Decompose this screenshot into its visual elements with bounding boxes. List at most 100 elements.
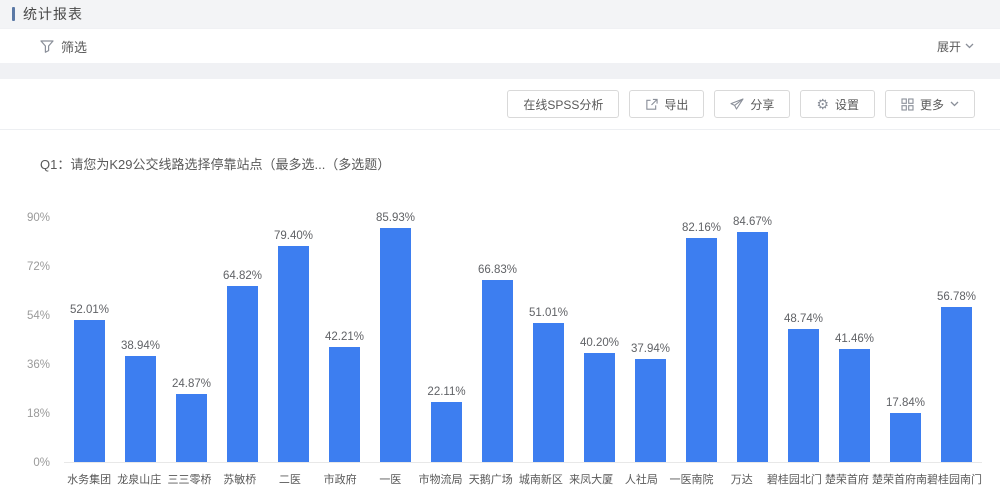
- bar-value-label: 41.46%: [834, 333, 874, 346]
- question-title: Q1：请您为K29公交线路选择停靠站点（最多选...（多选题）: [40, 157, 391, 172]
- bar-value-label: 38.94%: [120, 340, 160, 352]
- export-label: 导出: [664, 97, 689, 112]
- bar-column: 17.84%: [880, 211, 931, 462]
- page-title: 统计报表: [23, 6, 83, 22]
- bar-value-label: 84.67%: [732, 215, 772, 228]
- x-axis-label: 市政府: [323, 474, 357, 486]
- y-axis-tick: 18%: [26, 408, 50, 420]
- bar: [839, 349, 870, 462]
- settings-button[interactable]: ⚙ 设置: [800, 90, 875, 118]
- bar-column: 38.94%: [115, 211, 166, 462]
- filter-label: 筛选: [61, 39, 88, 55]
- bar-value-label: 64.82%: [222, 269, 262, 282]
- bar-value-label: 85.93%: [375, 212, 415, 225]
- bar-column: 40.20%: [574, 211, 625, 462]
- gear-icon: ⚙: [816, 96, 829, 112]
- bar: [278, 245, 309, 462]
- bar-column: 37.94%: [625, 211, 676, 462]
- y-axis-tick: 72%: [26, 261, 50, 273]
- bar-value-label: 56.78%: [936, 291, 976, 304]
- y-axis-tick: 36%: [26, 359, 50, 371]
- more-label: 更多: [919, 97, 944, 112]
- more-button[interactable]: 更多: [884, 90, 975, 118]
- x-axis-label: 苏敏桥: [223, 474, 257, 486]
- x-axis-label: 楚荣首府南: [872, 474, 928, 486]
- export-button[interactable]: 导出: [629, 90, 705, 118]
- bar: [380, 228, 411, 462]
- bar-value-label: 17.84%: [885, 397, 925, 410]
- x-axis: 水务集团 龙泉山庄 三三零桥 苏敏桥 二医 市政府 一医 市物流局 天鹅广场 城南新区 来凤大厦 人社…: [64, 471, 982, 487]
- bar: [227, 285, 258, 462]
- y-axis: 0% 18% 36% 54% 72% 90%: [8, 211, 50, 469]
- bar-value-label: 40.20%: [579, 336, 619, 349]
- expand-label: 展开: [936, 39, 961, 54]
- report-card: 在线SPSS分析 导出 分享 ⚙ 设置: [0, 79, 1000, 503]
- bar-column: 51.01%: [523, 211, 574, 462]
- bar-column: 56.78%: [931, 211, 982, 462]
- bar-value-label: 79.40%: [273, 229, 313, 242]
- bar: [533, 323, 564, 462]
- bar: [431, 401, 462, 462]
- x-axis-label: 一医: [379, 474, 402, 486]
- x-axis-label: 一医南院: [669, 474, 714, 486]
- y-axis-tick: 54%: [26, 310, 50, 322]
- x-axis-label: 龙泉山庄: [117, 474, 162, 486]
- x-axis-label: 水务集团: [67, 474, 112, 486]
- bar: [788, 329, 819, 462]
- x-axis-label: 天鹅广场: [468, 474, 513, 486]
- y-axis-tick: 90%: [26, 212, 50, 224]
- x-axis-label: 碧桂园北门: [766, 474, 822, 486]
- bar: [74, 320, 105, 462]
- page-header: 统计报表: [0, 0, 1000, 28]
- filter-button[interactable]: 筛选: [40, 37, 87, 56]
- spss-analysis-button[interactable]: 在线SPSS分析: [507, 90, 620, 118]
- bar: [941, 307, 972, 462]
- bar-value-label: 51.01%: [528, 307, 568, 320]
- spss-analysis-label: 在线SPSS分析: [523, 97, 604, 112]
- bar-value-label: 66.83%: [477, 264, 517, 277]
- title-accent-bar: [12, 7, 15, 21]
- bar: [635, 358, 666, 462]
- bar: [329, 347, 360, 462]
- bar: [584, 352, 615, 462]
- x-axis-label: 三三零桥: [167, 474, 212, 486]
- bar-value-label: 82.16%: [681, 222, 721, 235]
- filter-bar: 筛选 展开: [0, 29, 1000, 63]
- chevron-down-icon: [965, 43, 974, 49]
- bar-column: 64.82%: [217, 211, 268, 462]
- bar-value-label: 52.01%: [69, 304, 109, 317]
- x-axis-label: 来凤大厦: [569, 474, 614, 486]
- export-icon: [646, 98, 659, 110]
- toolbar: 在线SPSS分析 导出 分享 ⚙ 设置: [0, 79, 1000, 130]
- plot-area: 52.01% 38.94% 24.87% 64.82% 79.40% 42.21% 85.9…: [64, 211, 982, 463]
- bar-column: 84.67%: [727, 211, 778, 462]
- share-plane-icon: [730, 97, 744, 110]
- share-label: 分享: [750, 97, 775, 112]
- bar: [482, 280, 513, 462]
- bar: [737, 231, 768, 462]
- bar-column: 66.83%: [472, 211, 523, 462]
- x-axis-label: 楚荣首府: [824, 474, 869, 486]
- bar-column: 52.01%: [64, 211, 115, 462]
- chevron-down-icon: [950, 101, 959, 107]
- bar-value-label: 48.74%: [783, 313, 823, 326]
- bar-column: 22.11%: [421, 211, 472, 462]
- x-axis-label: 市物流局: [418, 474, 463, 486]
- bar: [125, 356, 156, 462]
- bar-column: 82.16%: [676, 211, 727, 462]
- y-axis-tick: 0%: [33, 457, 50, 469]
- expand-button[interactable]: 展开: [937, 38, 974, 55]
- x-axis-label: 城南新区: [518, 474, 563, 486]
- bar-column: 48.74%: [778, 211, 829, 462]
- share-button[interactable]: 分享: [714, 90, 791, 118]
- bar-value-label: 24.87%: [171, 378, 211, 391]
- bar: [686, 238, 717, 462]
- x-axis-label: 二医: [278, 474, 301, 486]
- x-axis-label: 碧桂园南门: [927, 474, 983, 486]
- bar-column: 85.93%: [370, 211, 421, 462]
- settings-label: 设置: [834, 97, 859, 112]
- bar-column: 41.46%: [829, 211, 880, 462]
- bar-value-label: 37.94%: [630, 342, 670, 355]
- x-axis-label: 万达: [730, 474, 753, 486]
- x-axis-label: 人社局: [624, 474, 658, 486]
